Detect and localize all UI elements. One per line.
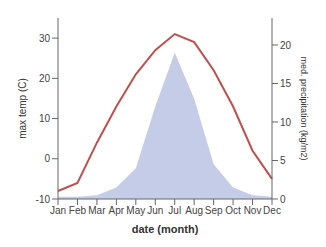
svg-text:20: 20	[39, 73, 51, 84]
svg-text:Nov: Nov	[244, 205, 262, 216]
svg-text:Jan: Jan	[50, 205, 66, 216]
svg-text:Dec: Dec	[263, 205, 281, 216]
svg-text:Oct: Oct	[225, 205, 241, 216]
svg-text:Jul: Jul	[168, 205, 181, 216]
svg-text:date (month): date (month)	[132, 223, 199, 235]
svg-text:10: 10	[39, 113, 51, 124]
svg-text:med. precipitation (kg/m2): med. precipitation (kg/m2)	[299, 56, 309, 160]
svg-text:Apr: Apr	[109, 205, 125, 216]
svg-text:30: 30	[39, 33, 51, 44]
svg-text:20: 20	[280, 40, 292, 51]
svg-text:0: 0	[280, 194, 286, 205]
svg-text:10: 10	[280, 117, 292, 128]
svg-text:Mar: Mar	[88, 205, 106, 216]
svg-text:Jun: Jun	[147, 205, 163, 216]
svg-text:Feb: Feb	[69, 205, 87, 216]
svg-text:5: 5	[280, 155, 286, 166]
svg-text:0: 0	[44, 153, 50, 164]
svg-text:May: May	[126, 205, 145, 216]
svg-text:15: 15	[280, 78, 292, 89]
svg-text:max temp (C): max temp (C)	[17, 78, 28, 139]
svg-text:-10: -10	[36, 194, 51, 205]
svg-text:Aug: Aug	[185, 205, 203, 216]
svg-text:Sep: Sep	[205, 205, 223, 216]
